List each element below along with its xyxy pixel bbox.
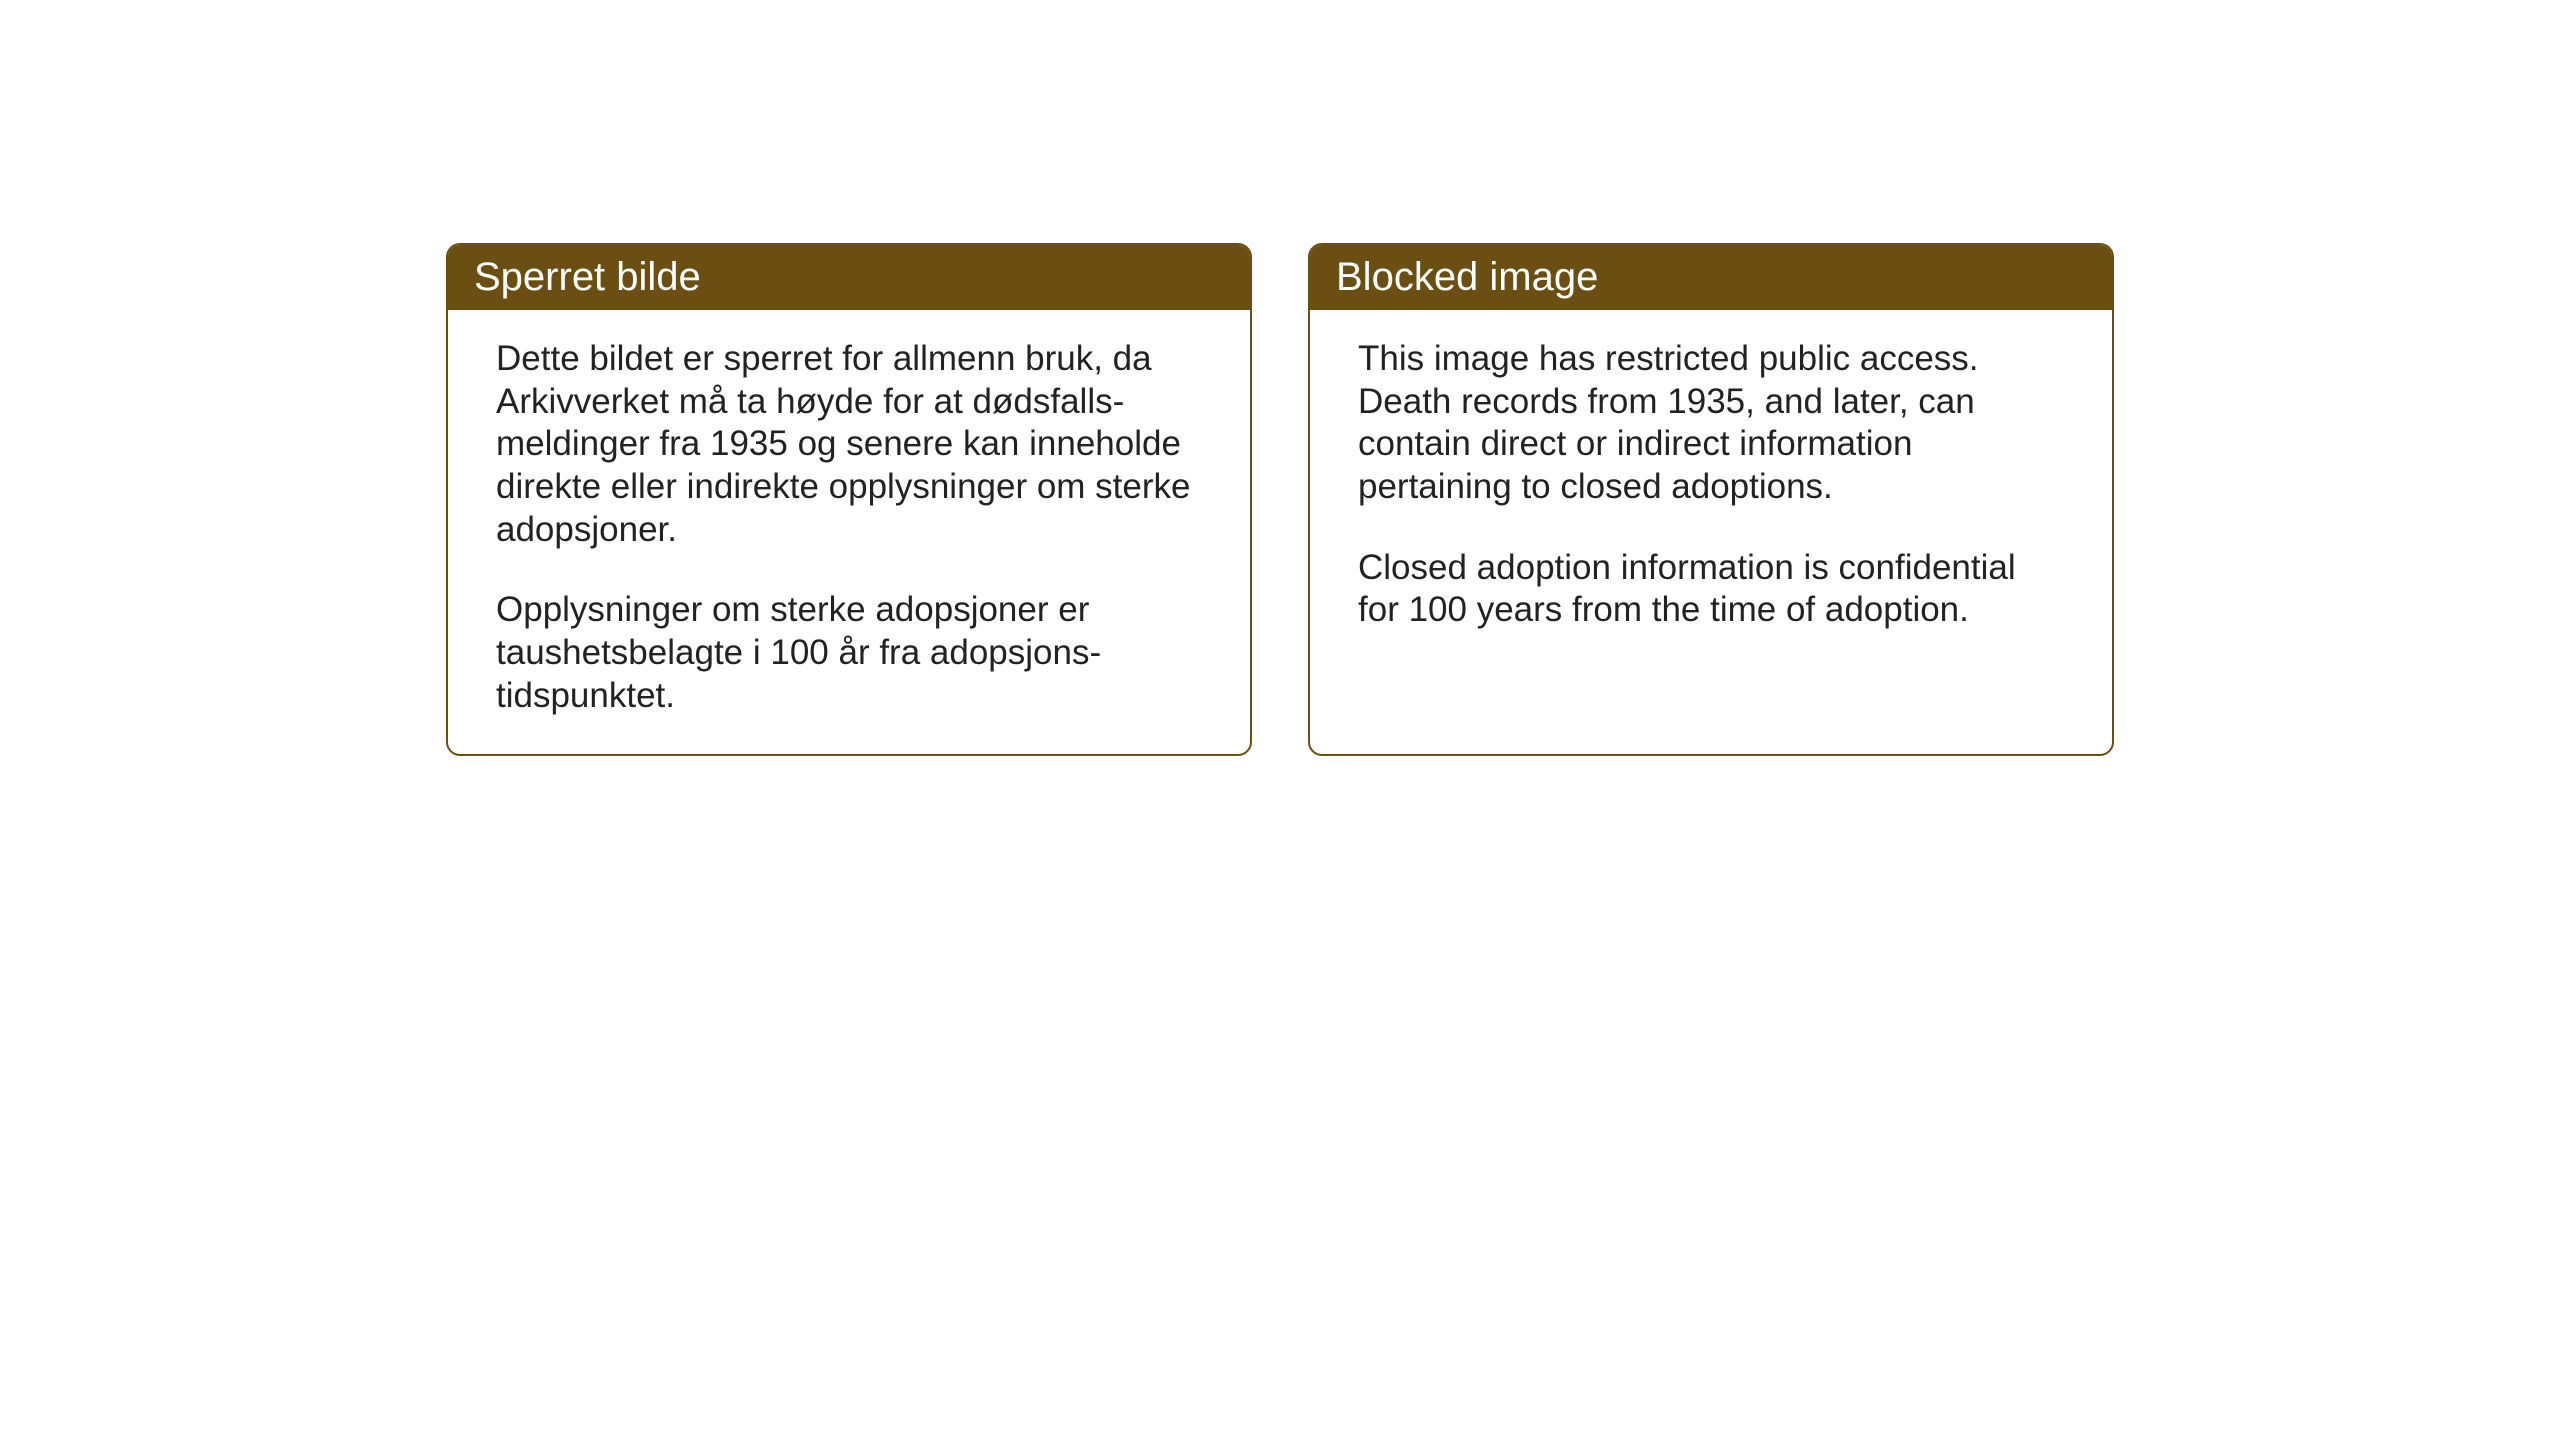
notice-paragraph: This image has restricted public access.… [1358,338,2064,509]
notice-card-english: Blocked image This image has restricted … [1308,243,2114,756]
notice-paragraph: Opplysninger om sterke adopsjoner er tau… [496,589,1202,717]
notice-body-english: This image has restricted public access.… [1310,310,2112,730]
notice-header-english: Blocked image [1310,245,2112,310]
notice-header-norwegian: Sperret bilde [448,245,1250,310]
notice-body-norwegian: Dette bildet er sperret for allmenn bruk… [448,310,1250,754]
notice-paragraph: Dette bildet er sperret for allmenn bruk… [496,338,1202,551]
notice-card-norwegian: Sperret bilde Dette bildet er sperret fo… [446,243,1252,756]
notice-container: Sperret bilde Dette bildet er sperret fo… [446,243,2114,756]
notice-paragraph: Closed adoption information is confident… [1358,547,2064,632]
